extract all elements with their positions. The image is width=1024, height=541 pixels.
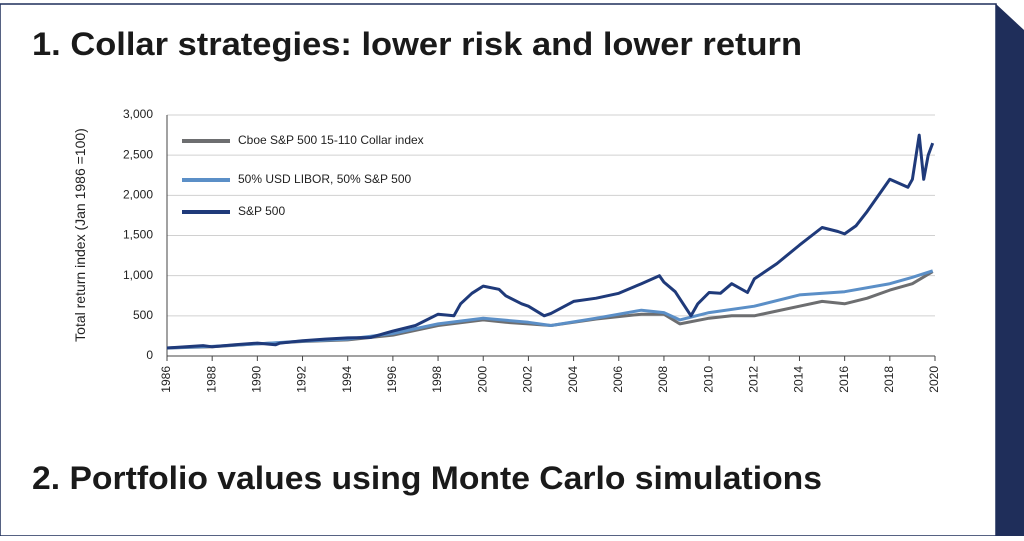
x-tick-label: 2020 bbox=[927, 366, 941, 393]
x-tick-label: 2014 bbox=[792, 366, 806, 393]
y-tick-label: 1,000 bbox=[123, 268, 153, 282]
x-tick-label: 2018 bbox=[882, 366, 896, 393]
y-tick-label: 2,500 bbox=[123, 147, 153, 161]
card-edge bbox=[996, 4, 1024, 536]
legend-label: 50% USD LIBOR, 50% S&P 500 bbox=[238, 172, 412, 186]
legend-label: S&P 500 bbox=[238, 204, 285, 218]
y-tick-label: 3,000 bbox=[123, 107, 153, 121]
x-tick-label: 2006 bbox=[611, 366, 625, 393]
y-axis-label: Total return index (Jan 1986 =100) bbox=[72, 128, 88, 342]
x-tick-label: 2008 bbox=[656, 366, 670, 393]
x-tick-label: 2000 bbox=[475, 366, 489, 393]
section-heading: 2. Portfolio values using Monte Carlo si… bbox=[32, 460, 822, 496]
chart-title: 1. Collar strategies: lower risk and low… bbox=[32, 26, 802, 62]
y-tick-label: 0 bbox=[146, 348, 153, 362]
y-tick-label: 1,500 bbox=[123, 228, 153, 242]
y-tick-label: 2,000 bbox=[123, 188, 153, 202]
x-tick-label: 2010 bbox=[701, 366, 715, 393]
y-tick-label: 500 bbox=[133, 308, 153, 322]
x-tick-label: 1996 bbox=[385, 366, 399, 393]
legend-label: Cboe S&P 500 15-110 Collar index bbox=[238, 133, 424, 147]
x-tick-label: 2002 bbox=[521, 366, 535, 393]
x-tick-label: 1992 bbox=[295, 366, 309, 393]
x-tick-label: 2004 bbox=[566, 366, 580, 393]
x-tick-label: 1990 bbox=[250, 366, 264, 393]
series-line bbox=[166, 133, 935, 350]
x-tick-label: 1988 bbox=[204, 366, 218, 393]
x-tick-label: 2016 bbox=[837, 366, 851, 393]
x-tick-label: 1998 bbox=[430, 366, 444, 393]
x-tick-label: 1994 bbox=[340, 366, 354, 393]
x-tick-label: 1986 bbox=[159, 366, 173, 393]
x-tick-label: 2012 bbox=[746, 366, 760, 393]
